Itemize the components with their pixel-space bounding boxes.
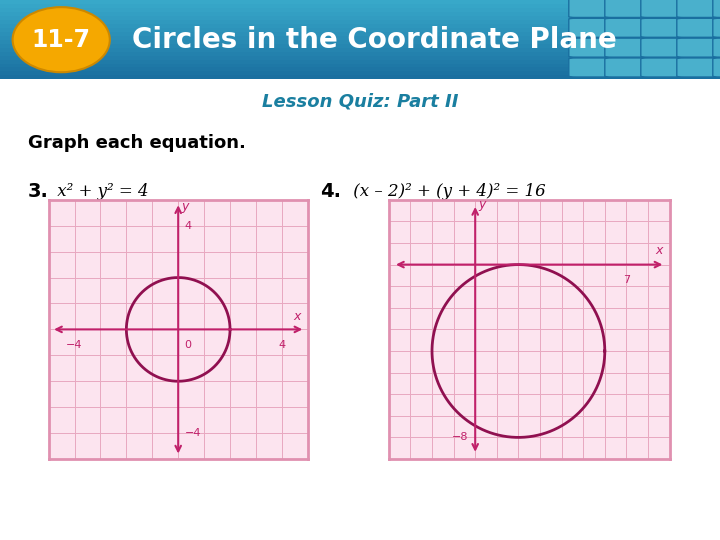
Text: −4: −4 xyxy=(66,340,83,350)
FancyBboxPatch shape xyxy=(569,0,613,17)
Bar xyxy=(0,71,720,76)
FancyBboxPatch shape xyxy=(713,58,720,77)
Text: x² + y² = 4: x² + y² = 4 xyxy=(52,183,148,200)
Bar xyxy=(0,8,720,12)
FancyBboxPatch shape xyxy=(605,18,649,37)
Bar xyxy=(0,76,720,79)
FancyBboxPatch shape xyxy=(569,38,613,57)
FancyBboxPatch shape xyxy=(641,58,685,77)
FancyBboxPatch shape xyxy=(569,18,613,37)
Text: 4: 4 xyxy=(184,221,192,231)
FancyBboxPatch shape xyxy=(641,0,685,17)
Text: 3.: 3. xyxy=(28,182,49,201)
Text: (x – 2)² + (y + 4)² = 16: (x – 2)² + (y + 4)² = 16 xyxy=(348,183,546,200)
Text: Lesson Quiz: Part II: Lesson Quiz: Part II xyxy=(262,92,458,110)
Text: Circles in the Coordinate Plane: Circles in the Coordinate Plane xyxy=(132,26,617,53)
Bar xyxy=(0,20,720,24)
Text: 4: 4 xyxy=(279,340,285,350)
Text: 11-7: 11-7 xyxy=(32,28,91,52)
FancyBboxPatch shape xyxy=(713,38,720,57)
Bar xyxy=(0,44,720,48)
FancyBboxPatch shape xyxy=(605,38,649,57)
Text: Holt Geometry: Holt Geometry xyxy=(22,508,147,523)
Text: −4: −4 xyxy=(184,428,201,438)
FancyBboxPatch shape xyxy=(605,0,649,17)
Ellipse shape xyxy=(13,7,110,72)
Text: Copyright © by Holt, Rinehart and Winston. All Rights Reserved.: Copyright © by Holt, Rinehart and Winsto… xyxy=(427,511,698,520)
Bar xyxy=(0,36,720,40)
Bar xyxy=(0,16,720,20)
Bar xyxy=(0,4,720,8)
Bar xyxy=(0,59,720,64)
Text: Graph each equation.: Graph each equation. xyxy=(28,134,246,152)
Bar xyxy=(0,24,720,28)
FancyBboxPatch shape xyxy=(569,58,613,77)
FancyBboxPatch shape xyxy=(605,58,649,77)
FancyBboxPatch shape xyxy=(713,0,720,17)
Text: 7: 7 xyxy=(623,275,630,286)
Bar xyxy=(0,32,720,36)
Bar xyxy=(0,0,720,4)
Bar xyxy=(0,40,720,44)
FancyBboxPatch shape xyxy=(677,0,720,17)
FancyBboxPatch shape xyxy=(641,18,685,37)
FancyBboxPatch shape xyxy=(677,58,720,77)
Text: y: y xyxy=(181,200,189,213)
FancyBboxPatch shape xyxy=(677,38,720,57)
Bar xyxy=(0,12,720,16)
Text: y: y xyxy=(478,198,485,212)
Bar xyxy=(0,68,720,71)
FancyBboxPatch shape xyxy=(677,18,720,37)
Bar xyxy=(0,52,720,56)
Text: 4.: 4. xyxy=(320,182,341,201)
Bar xyxy=(0,56,720,59)
Text: −8: −8 xyxy=(452,433,469,442)
Text: 0: 0 xyxy=(184,340,192,350)
FancyBboxPatch shape xyxy=(641,38,685,57)
Text: x: x xyxy=(655,244,662,257)
Bar xyxy=(0,28,720,32)
Bar xyxy=(0,48,720,52)
Text: x: x xyxy=(294,310,301,323)
FancyBboxPatch shape xyxy=(713,18,720,37)
Bar xyxy=(0,64,720,68)
